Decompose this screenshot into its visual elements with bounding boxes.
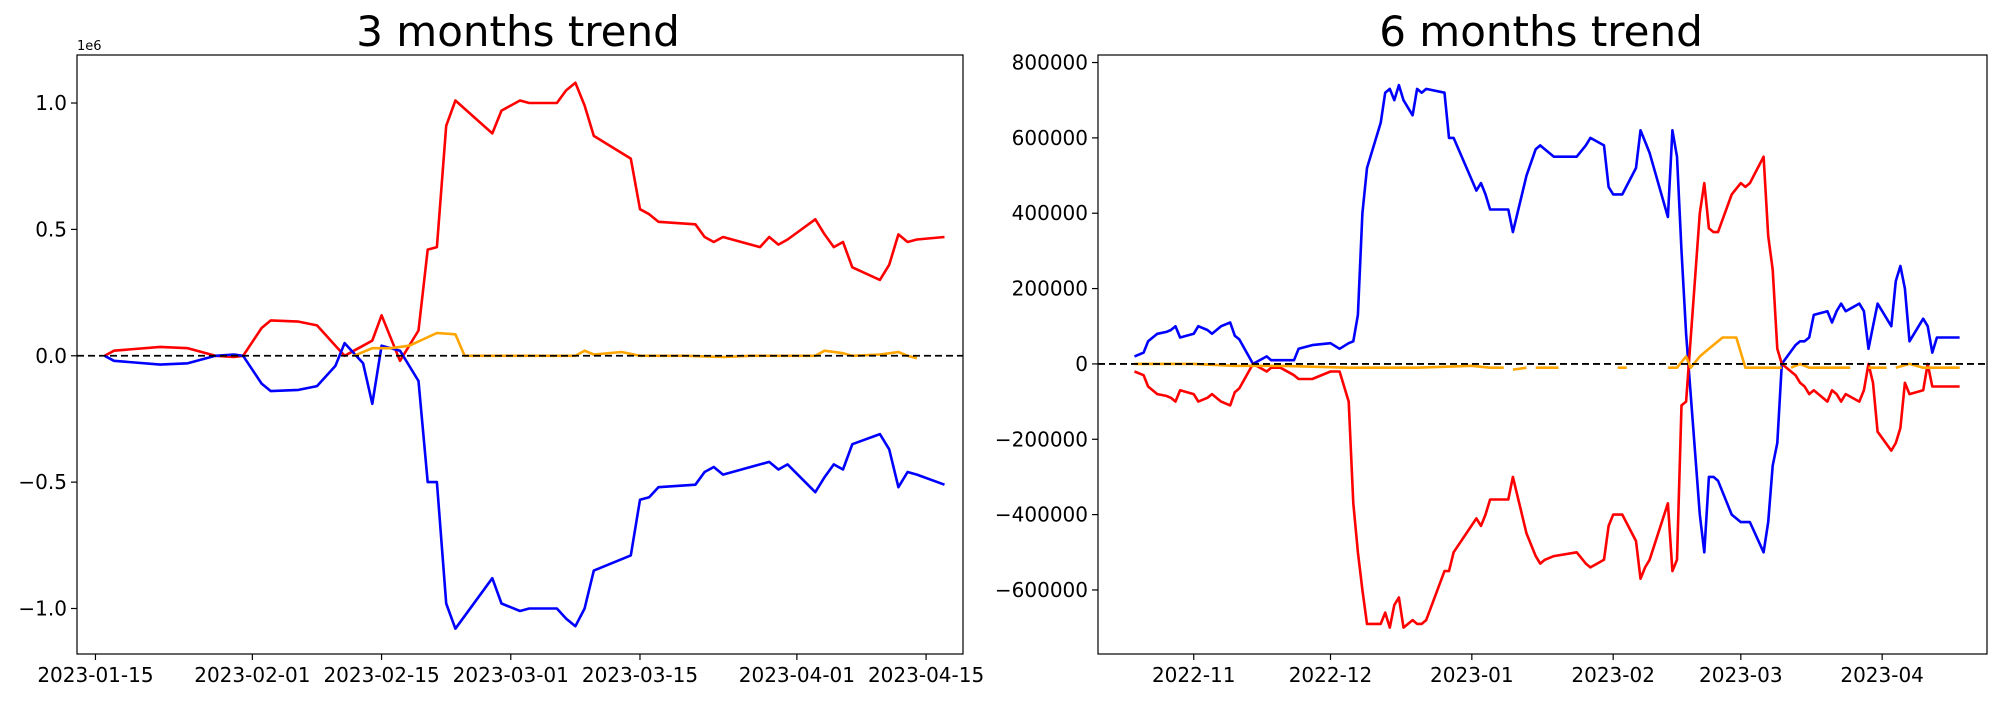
series-line-2-1: [1512, 366, 1527, 371]
y-tick-label: 600000: [1012, 126, 1088, 150]
x-tick-label: 2023-03: [1699, 663, 1783, 687]
y-tick-label: 800000: [1012, 51, 1088, 75]
y-tick-label: 0: [1075, 352, 1088, 376]
chart-title: 3 months trend: [356, 7, 680, 56]
y-tick-label: 0.5: [35, 217, 67, 241]
series-line-2-5: [1790, 362, 1851, 370]
chart-6-months: 6 months trend 800000 600000 400000 200000 0…: [995, 7, 1988, 687]
x-tick-label: 2022-11: [1152, 663, 1236, 687]
plot-frame: [76, 54, 964, 655]
series-line-1-0: [104, 341, 945, 631]
x-tick-label: 2023-02: [1571, 663, 1655, 687]
y-tick-label: 1.0: [35, 91, 67, 115]
series-line-2-0: [353, 331, 918, 360]
x-tick-label: 2023-04-01: [739, 663, 855, 687]
x-tick-label: 2023-01: [1430, 663, 1514, 687]
y-tick-label: −200000: [995, 427, 1088, 451]
series-line-2-0: [1134, 362, 1504, 370]
series-line-2-4: [1667, 336, 1782, 370]
y-tick-label: 400000: [1012, 201, 1088, 225]
series-line-0-0: [1133, 83, 1960, 554]
y-tick-label: 0.0: [35, 344, 67, 368]
y-tick-label: 200000: [1012, 277, 1088, 301]
chart-title: 6 months trend: [1379, 7, 1703, 56]
series-line-0-0: [104, 81, 945, 363]
x-tick-label: 2023-04: [1840, 663, 1924, 687]
chart-3-months: 3 months trend 1e6 1.0 0.5 0.0 −0.5 −1.0 2023…: [18, 7, 984, 687]
x-tick-label: 2023-03-15: [582, 663, 698, 687]
x-tick-label: 2023-02-01: [194, 663, 310, 687]
series-line-2-7: [1895, 362, 1960, 370]
x-tick-label: 2022-12: [1289, 663, 1373, 687]
x-tick-label: 2023-04-15: [868, 663, 984, 687]
y-tick-label: −1.0: [18, 597, 67, 621]
x-tick-label: 2023-03-01: [453, 663, 569, 687]
y-tick-label: −0.5: [18, 470, 67, 494]
series-line-1-0: [1134, 155, 1960, 629]
x-tick-label: 2023-01-15: [37, 663, 153, 687]
x-tick-label: 2023-02-15: [323, 663, 439, 687]
y-offset-label: 1e6: [77, 39, 102, 54]
y-tick-label: −400000: [995, 503, 1088, 527]
plot-frame: [1097, 54, 1988, 655]
series-group: [1133, 83, 1960, 629]
y-tick-label: −600000: [995, 578, 1088, 602]
